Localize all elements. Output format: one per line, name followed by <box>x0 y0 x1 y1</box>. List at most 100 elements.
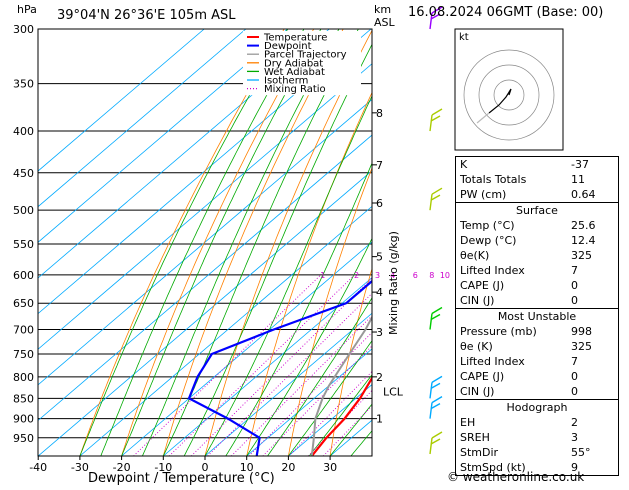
surface-value: 0 <box>571 278 615 293</box>
wind-barb-flag <box>432 109 442 115</box>
wind-barb-flag <box>432 376 442 382</box>
index-label: K <box>460 157 467 172</box>
hodograph-label: EH <box>460 415 475 430</box>
wind-barb-staff <box>430 115 432 131</box>
pressure-tick-label: 900 <box>13 413 34 426</box>
hodograph: kt <box>455 29 563 150</box>
hodograph-title: Hodograph <box>456 400 618 415</box>
most-unstable-title: Most Unstable <box>456 309 618 324</box>
wind-barb-staff <box>430 382 432 398</box>
index-value: 0.64 <box>571 187 615 202</box>
surface-value: 25.6 <box>571 218 615 233</box>
surface-row: CIN (J)0 <box>456 293 618 308</box>
wind-barbs <box>430 7 442 454</box>
pressure-tick-label: 450 <box>13 167 34 180</box>
km-tick-label: 5 <box>376 251 383 264</box>
pressure-tick-label: 850 <box>13 392 34 405</box>
hodograph-value: 2 <box>571 415 615 430</box>
pressure-tick-label: 550 <box>13 238 34 251</box>
most-unstable-value: 0 <box>571 384 615 399</box>
hodograph-value: 3 <box>571 430 615 445</box>
pressure-tick-label: 750 <box>13 348 34 361</box>
pressure-tick-label: 500 <box>13 204 34 217</box>
most-unstable-label: Lifted Index <box>460 354 525 369</box>
dry-adiabat-line <box>618 29 629 456</box>
hodograph-label: StmDir <box>460 445 498 460</box>
hodograph-row: StmDir 55° <box>456 445 618 460</box>
surface-value: 7 <box>571 263 615 278</box>
most-unstable-value: 0 <box>571 369 615 384</box>
hodograph-row: SREH 3 <box>456 430 618 445</box>
wind-barb-staff <box>430 194 432 210</box>
surface-label: Lifted Index <box>460 263 525 278</box>
wind-barb-flag <box>432 397 442 403</box>
hodograph-label: SREH <box>460 430 490 445</box>
wind-barb-staff <box>430 314 432 330</box>
most-unstable-row: Pressure (mb)998 <box>456 324 618 339</box>
most-unstable-row: Lifted Index 7 <box>456 354 618 369</box>
x-tick-label: -30 <box>71 461 89 474</box>
x-tick-label: 20 <box>281 461 295 474</box>
wind-barb-flag <box>432 308 442 314</box>
hodograph-value: 55° <box>571 445 615 460</box>
surface-title: Surface <box>456 203 618 218</box>
most-unstable-label: CIN (J) <box>460 384 494 399</box>
mixing-ratio-line <box>289 275 468 456</box>
index-label: PW (cm) <box>460 187 506 202</box>
surface-value: 12.4 <box>571 233 615 248</box>
x-tick-label: -40 <box>29 461 47 474</box>
pressure-tick-label: 650 <box>13 297 34 310</box>
hpa-unit-label: hPa <box>17 3 37 16</box>
pressure-tick-label: 950 <box>13 432 34 445</box>
mixing-ratio-label: 6 <box>413 271 418 280</box>
km-tick-label: 4 <box>376 286 383 299</box>
km-tick-label: 7 <box>376 159 383 172</box>
index-row: K-37 <box>456 157 618 172</box>
surface-value: 325 <box>571 248 615 263</box>
index-value: 11 <box>571 172 615 187</box>
mixing-ratio-label: 2 <box>354 271 359 280</box>
km-tick-label: 2 <box>376 371 383 384</box>
mixing-ratio-line <box>208 275 391 456</box>
footer-credit: © weatheronline.co.uk <box>447 470 584 484</box>
pressure-tick-label: 600 <box>13 269 34 282</box>
asl-unit-label: ASL <box>374 16 396 29</box>
mixing-ratio-line <box>231 275 413 456</box>
wind-barb-flag <box>432 432 442 438</box>
datetime-label: 16.08.2024 06GMT (Base: 00) <box>408 5 603 20</box>
surface-label: Dewp (°C) <box>460 233 516 248</box>
lcl-label: LCL <box>383 386 404 399</box>
index-row: PW (cm) 0.64 <box>456 187 618 202</box>
x-tick-label: 30 <box>323 461 337 474</box>
most-unstable-value: 325 <box>571 339 615 354</box>
km-unit-label: km <box>374 3 391 16</box>
most-unstable-label: Pressure (mb) <box>460 324 537 339</box>
mixing-ratio-line <box>169 275 354 456</box>
surface-row: Lifted Index 7 <box>456 263 618 278</box>
surface-label: CAPE (J) <box>460 278 504 293</box>
most-unstable-row: CAPE (J)0 <box>456 369 618 384</box>
pressure-tick-label: 350 <box>13 78 34 91</box>
mixing-ratio-label: 8 <box>429 271 434 280</box>
surface-label: CIN (J) <box>460 293 494 308</box>
km-tick-label: 6 <box>376 197 383 210</box>
index-label: Totals Totals <box>460 172 526 187</box>
mixing-ratio-label: 3 <box>375 271 380 280</box>
wind-barb-staff <box>430 403 432 419</box>
km-tick-label: 3 <box>376 326 383 339</box>
pressure-tick-label: 300 <box>13 23 34 36</box>
index-row: Totals Totals 11 <box>456 172 618 187</box>
most-unstable-row: θe (K)325 <box>456 339 618 354</box>
legend-label: Mixing Ratio <box>264 84 326 95</box>
hodograph-frame <box>455 29 563 150</box>
most-unstable-value: 7 <box>571 354 615 369</box>
pressure-tick-label: 800 <box>13 371 34 384</box>
